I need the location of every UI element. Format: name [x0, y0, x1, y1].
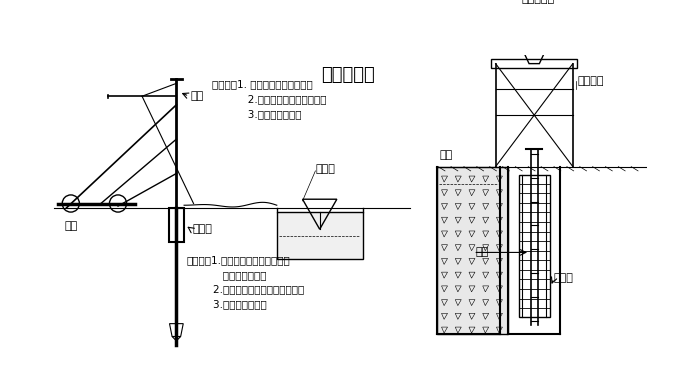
Text: 钢筋笼: 钢筋笼 [554, 273, 574, 283]
Text: 泥浆池: 泥浆池 [315, 164, 335, 174]
Text: 步骤一：1. 平整场地，桩位放线。
           2.布设泥浆池，埋设钢护筒
           3.钻机就位钻孔。: 步骤一：1. 平整场地，桩位放线。 2.布设泥浆池，埋设钢护筒 3.钻机就位钻孔… [212, 79, 327, 119]
Text: 导管: 导管 [475, 248, 489, 257]
Bar [437, 166, 509, 334]
Text: 钻机: 钻机 [191, 91, 204, 101]
Bar [491, 59, 577, 68]
Text: 混凝土罐车: 混凝土罐车 [521, 0, 555, 4]
Bar [515, 5, 567, 21]
Text: 桩基础施工: 桩基础施工 [321, 66, 375, 84]
Text: 步骤二：1.钻至设计标高后，清孔、
           换浆、移开钻机
        2.吊放钢筋笼，安装灌注支架。
        3.浇注钻孔桩砼。: 步骤二：1.钻至设计标高后，清孔、 换浆、移开钻机 2.吊放钢筋笼，安装灌注支架… [187, 255, 304, 309]
Bar [519, 175, 550, 317]
Bar [168, 208, 184, 242]
Text: 地面: 地面 [440, 150, 453, 160]
Text: 灌注支架: 灌注支架 [577, 76, 603, 86]
Bar [277, 212, 363, 259]
Text: 地面: 地面 [65, 221, 78, 231]
Text: 钢护筒: 钢护筒 [193, 224, 212, 234]
